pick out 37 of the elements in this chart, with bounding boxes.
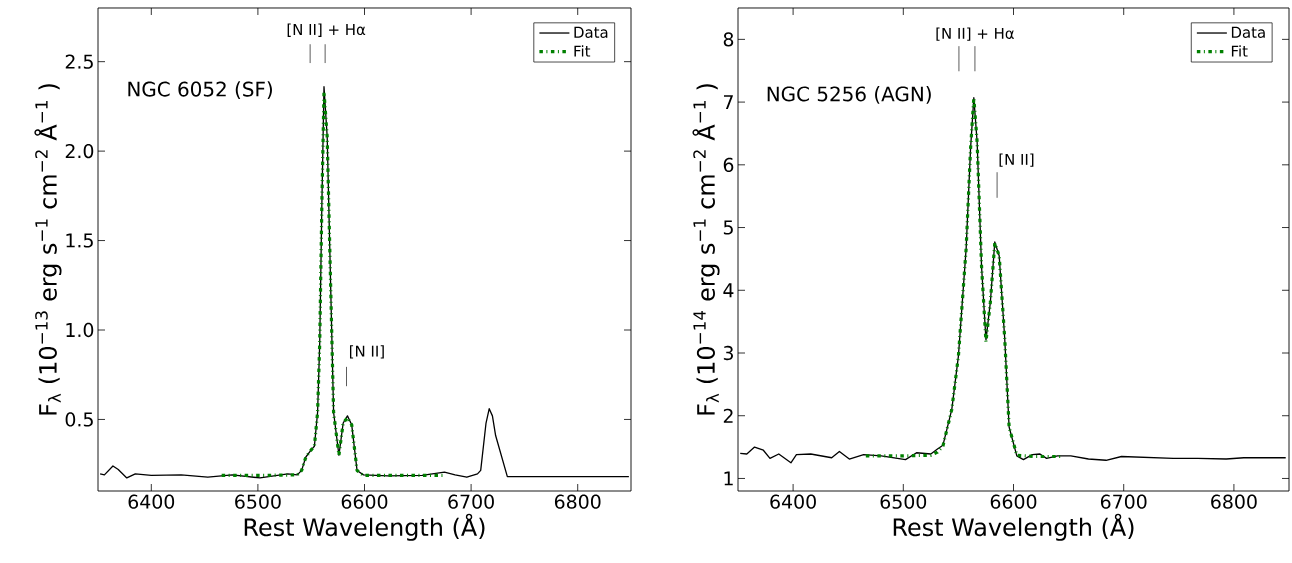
annotation: [N II] + Hα [287, 23, 366, 37]
text: F$_{λ}$ (10$^{−14}$ erg s$^{−1}$ cm$^{−2}$ Å$^{−1}$ ) [692, 84, 720, 415]
text: F$_{λ}$ (10$^{−13}$ erg s$^{−1}$ cm$^{−2}$ Å$^{−1}$ ) [34, 84, 62, 415]
y-tick-label: 0.5 [65, 412, 93, 427]
x-tick-label: 6400 [770, 494, 816, 509]
y-tick-label: 1 [724, 471, 733, 486]
y-tick-label: 1.5 [66, 233, 93, 248]
y-tick-label: 4 [723, 283, 734, 298]
annotation: [N II] + Hα [936, 27, 1014, 41]
legend-label: Data [1231, 26, 1265, 38]
x-tick-label: 6700 [1100, 494, 1147, 509]
y-tick-label: 2.0 [65, 143, 94, 159]
x-tick-label: 6800 [1211, 494, 1257, 509]
legend-label: Fit [574, 45, 591, 57]
x-tick-label: 6500 [235, 494, 281, 509]
y-tick-label: 2.5 [65, 54, 93, 69]
legend-label: Fit [1231, 45, 1248, 57]
x-axis-title: Rest Wavelength (Å) [893, 513, 1134, 541]
x-tick-label: 6800 [554, 494, 601, 509]
y-tick-label: 5 [723, 220, 733, 235]
annotation: NGC 5256 (AGN) [767, 86, 931, 104]
x-tick-label: 6600 [990, 494, 1037, 509]
y-tick-label: 7 [723, 95, 733, 109]
x-tick-label: 6400 [128, 494, 175, 509]
legend-label: Data [574, 26, 608, 38]
x-tick-label: 6600 [341, 494, 388, 509]
x-tick-label: 6700 [448, 494, 494, 509]
y-tick-label: 8 [723, 32, 734, 47]
x-axis-title: Rest Wavelength (Å) [244, 513, 485, 541]
y-tick-label: 6 [723, 157, 734, 172]
y-tick-label: 2 [723, 408, 733, 423]
y-tick-label: 1.0 [66, 322, 94, 338]
annotation: [N II] [349, 345, 384, 359]
y-tick-label: 3 [723, 345, 733, 361]
annotation: NGC 6052 (SF) [128, 81, 272, 99]
annotation: [N II] [999, 153, 1034, 167]
x-tick-label: 6500 [880, 494, 927, 509]
